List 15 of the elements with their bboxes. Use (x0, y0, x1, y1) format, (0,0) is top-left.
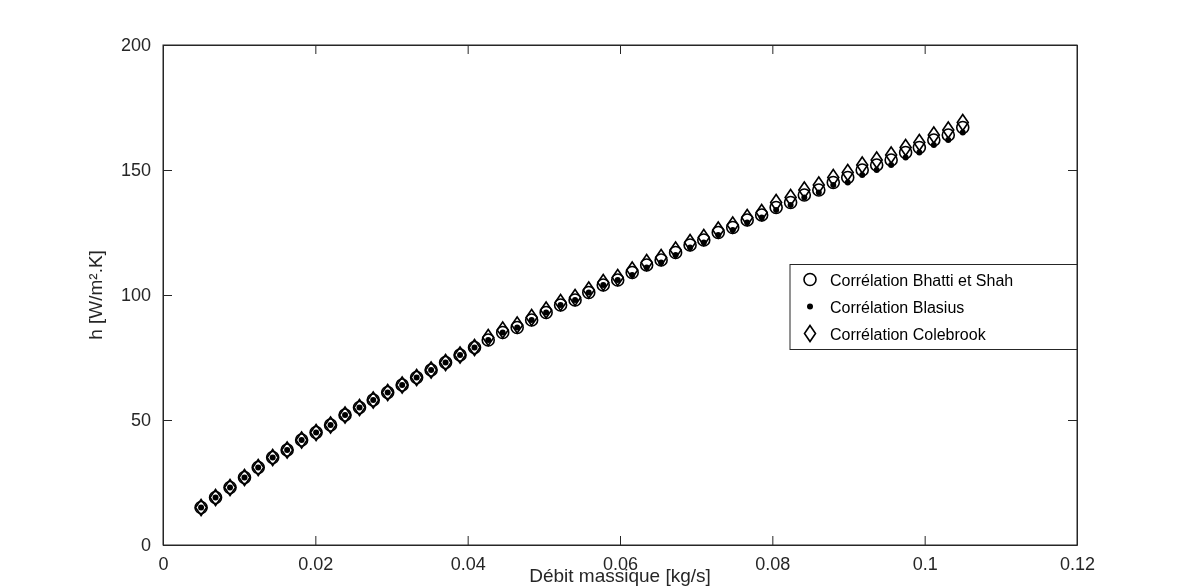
x-tick-label: 0.02 (298, 553, 334, 574)
y-tick-label: 100 (120, 285, 151, 306)
y-tick-label: 200 (120, 35, 151, 56)
x-tick-label: 0.12 (1059, 553, 1096, 574)
legend-label: Corrélation Colebrook (830, 325, 987, 343)
x-tick-label: 0.1 (912, 553, 938, 574)
x-tick-label: 0.08 (755, 553, 791, 574)
y-tick-label: 0 (140, 535, 151, 556)
x-tick-label: 0 (158, 553, 169, 574)
legend-label: Corrélation Blasius (830, 298, 965, 316)
y-tick-label: 50 (130, 410, 151, 431)
legend-label: Corrélation Bhatti et Shah (830, 271, 1014, 289)
x-tick-label: 0.04 (450, 553, 486, 574)
y-tick-label: 150 (120, 160, 151, 181)
y-axis-title: h [W/m².K] (85, 250, 106, 340)
